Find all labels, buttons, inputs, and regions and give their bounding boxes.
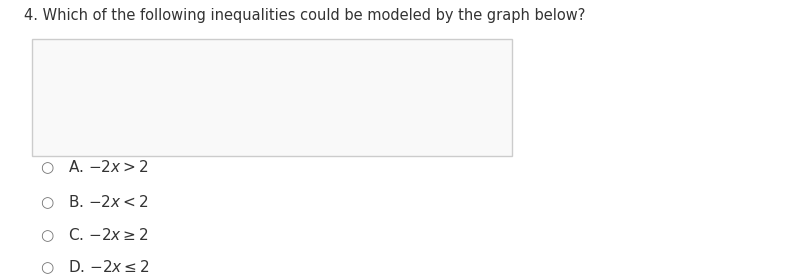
Text: A. $-2x > 2$: A. $-2x > 2$ (68, 159, 149, 175)
Text: 3: 3 (406, 111, 414, 123)
Text: C. $-2x \geq 2$: C. $-2x \geq 2$ (68, 227, 149, 243)
Text: B. $-2x < 2$: B. $-2x < 2$ (68, 194, 149, 210)
Text: ○: ○ (40, 260, 54, 275)
Text: -2: -2 (180, 111, 193, 123)
Text: 4. Which of the following inequalities could be modeled by the graph below?: 4. Which of the following inequalities c… (24, 8, 586, 23)
Text: -4: -4 (90, 111, 103, 123)
Text: 4: 4 (451, 111, 459, 123)
Text: ○: ○ (40, 160, 54, 175)
Text: ○: ○ (40, 228, 54, 243)
Text: -1: -1 (225, 111, 238, 123)
Text: D. $-2x \leq 2$: D. $-2x \leq 2$ (68, 259, 150, 275)
Point (225, 92, 238, 97)
Text: ○: ○ (40, 195, 54, 210)
Text: 0: 0 (272, 111, 280, 123)
Text: 1: 1 (317, 111, 325, 123)
Text: 2: 2 (362, 111, 370, 123)
Text: -3: -3 (135, 111, 148, 123)
